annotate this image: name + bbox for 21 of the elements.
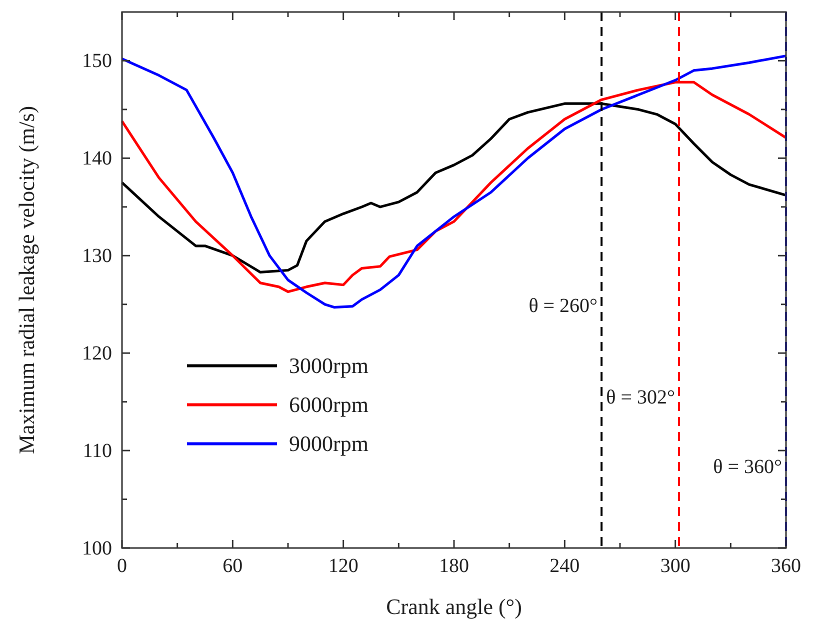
x-tick-label: 180 <box>439 555 469 578</box>
y-tick-label: 140 <box>82 148 112 170</box>
ref-line-label: θ = 360° <box>713 456 782 478</box>
y-tick-label: 120 <box>82 342 112 364</box>
ref-line-label: θ = 260° <box>528 295 598 318</box>
x-tick-label: 240 <box>550 555 580 578</box>
x-tick-label: 0 <box>117 555 127 578</box>
x-tick-label: 120 <box>328 555 358 578</box>
y-tick-label: 130 <box>82 245 112 268</box>
y-axis-title: Maximum radial leakage velocity (m/s) <box>14 106 39 454</box>
x-tick-label: 360 <box>771 555 801 578</box>
x-tick-label: 60 <box>222 555 243 578</box>
x-tick-label: 300 <box>660 555 690 578</box>
legend-label: 9000rpm <box>289 430 368 456</box>
y-tick-label: 150 <box>82 50 112 72</box>
legend-label: 6000rpm <box>289 392 368 417</box>
y-tick-label: 100 <box>82 537 112 560</box>
ref-line-label: θ = 302° <box>606 386 676 408</box>
x-axis-title: Crank angle (°) <box>386 594 522 619</box>
legend-label: 3000rpm <box>289 352 368 378</box>
y-tick-label: 110 <box>82 440 112 462</box>
